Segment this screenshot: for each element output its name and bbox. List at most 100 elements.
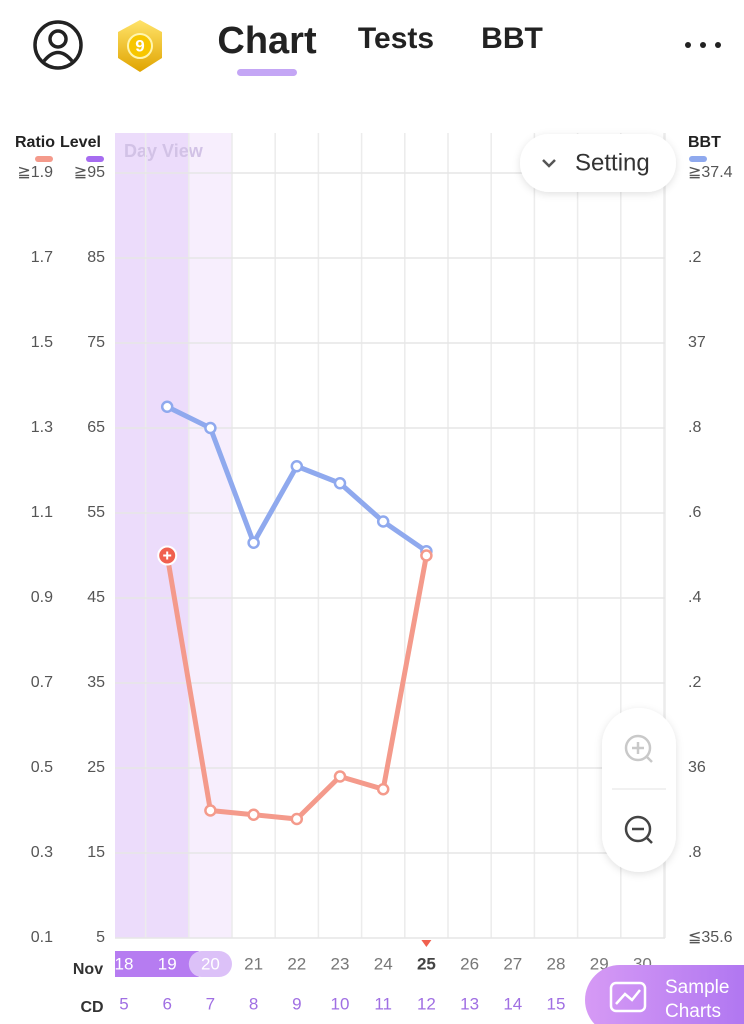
ratio-tick-label: 1.7: [31, 249, 53, 266]
level-tick-label: 5: [96, 929, 105, 946]
bbt-tick-label: .2: [688, 674, 701, 691]
date-label[interactable]: 25: [417, 954, 436, 973]
sample-charts-icon: [609, 981, 647, 1013]
level-tick-label: 55: [87, 504, 105, 521]
level-tick-label: 75: [87, 334, 105, 351]
date-label[interactable]: 20: [201, 954, 220, 973]
date-label[interactable]: 26: [460, 954, 479, 973]
cycle-day-label: 5: [119, 994, 128, 1013]
setting-button[interactable]: Setting: [520, 134, 676, 192]
cycle-day-label: 14: [503, 994, 522, 1013]
bbt-tick-label: .6: [688, 504, 701, 521]
sample-charts-label: Sample Charts: [665, 977, 729, 1022]
zoom-out-button[interactable]: [624, 815, 653, 844]
data-point: [376, 515, 390, 528]
bbt-tick-label: .8: [688, 419, 701, 436]
ratio-legend-swatch: [35, 156, 53, 162]
today-marker: [421, 940, 432, 947]
ratio-tick-label: 0.5: [31, 759, 53, 776]
ratio-tick-label: 0.3: [31, 844, 53, 861]
cycle-day-label: 15: [547, 994, 566, 1013]
more-menu[interactable]: [685, 42, 721, 48]
zoom-panel: [602, 708, 676, 872]
level-legend-swatch: [86, 156, 104, 162]
cycle-day-label: 8: [249, 994, 258, 1013]
cycle-day-label: 6: [162, 994, 171, 1013]
cycle-day-label: 10: [331, 994, 350, 1013]
data-point: [376, 783, 390, 796]
data-point: [290, 812, 304, 826]
bbt-tick-label: .4: [688, 589, 701, 606]
zoom-in-button[interactable]: [624, 734, 653, 763]
day-view-shade-light: [188, 133, 232, 938]
date-label[interactable]: 21: [244, 954, 263, 973]
data-point: [420, 549, 433, 562]
ratio-tick-label: 1.1: [31, 504, 53, 521]
day-view-label: Day View: [124, 141, 204, 161]
sample-charts-button[interactable]: Sample Charts: [585, 965, 744, 1024]
sample-charts-icon-line: [615, 989, 641, 1005]
active-tab-indicator: [237, 69, 297, 76]
setting-button-bg: [520, 134, 676, 192]
level-tick-label: 85: [87, 249, 105, 266]
sample-charts-bg: [585, 965, 744, 1024]
chevron-icon: [542, 159, 556, 168]
bbt-legend-swatch: [689, 156, 707, 162]
chart: Day View 0.1 0.3 0.5 0.7 0.9 1.1 1.3 1.5 1.7 ≧1.9 5…: [15, 133, 744, 1024]
data-point: [204, 804, 217, 817]
zoom-panel-bg: [602, 708, 676, 872]
bbt-tick-label: .8: [688, 844, 701, 861]
date-label[interactable]: 18: [115, 954, 134, 973]
data-point: [333, 770, 347, 783]
data-point: [204, 421, 217, 435]
cycle-day-label: 12: [417, 994, 436, 1013]
date-label[interactable]: 28: [547, 954, 566, 973]
level-tick-label: 35: [87, 674, 105, 691]
setting-label: Setting: [575, 149, 650, 176]
selected-days-pill: [115, 951, 199, 977]
data-point: [333, 477, 347, 490]
zoom-in-glyph: [632, 742, 653, 763]
selected-day-pill-light: [188, 951, 232, 977]
date-label[interactable]: 23: [331, 954, 350, 973]
peak-plus: [163, 551, 172, 560]
level-badge[interactable]: 9: [118, 20, 162, 72]
ratio-legend: Ratio: [15, 134, 55, 151]
zoom-in-icon: [624, 734, 652, 762]
date-label[interactable]: 22: [287, 954, 306, 973]
ratio-tick-label: 0.9: [31, 589, 53, 606]
zoom-out-glyph: [632, 827, 653, 844]
bbt-tick-label: ≦35.6: [688, 929, 733, 946]
ratio-tick-label: 0.1: [31, 929, 53, 946]
ratio-tick-label: 1.5: [31, 334, 53, 351]
bbt-tick-label: 37: [688, 334, 706, 351]
date-label[interactable]: 19: [158, 954, 177, 973]
cycle-day-label: 9: [292, 994, 301, 1013]
bbt-legend: BBT: [688, 134, 721, 151]
data-point: [247, 536, 260, 549]
day-view-shade: [115, 133, 189, 938]
level-tick-label: ≧95: [74, 164, 105, 181]
cycle-day-label: 11: [374, 994, 392, 1013]
data-point: [247, 808, 260, 821]
date-label[interactable]: 27: [503, 954, 522, 973]
data-point: [160, 400, 174, 413]
tab-bbt[interactable]: BBT: [481, 22, 543, 55]
bbt-tick-label: ≧37.4: [688, 164, 733, 181]
tab-tests[interactable]: Tests: [358, 22, 434, 55]
month-label: Nov: [73, 961, 103, 978]
profile-icon[interactable]: [33, 20, 83, 70]
data-point: [290, 460, 304, 473]
date-label[interactable]: 24: [374, 954, 393, 973]
cycle-day-label: 13: [460, 994, 479, 1013]
zoom-out-icon: [624, 815, 652, 843]
date-label[interactable]: 29: [590, 954, 609, 973]
level-tick-label: 15: [87, 844, 105, 861]
cd-label: CD: [80, 999, 103, 1016]
tab-chart[interactable]: Chart: [217, 20, 317, 62]
level-tick-label: 65: [87, 419, 105, 436]
ratio-tick-label: ≧1.9: [17, 164, 53, 181]
cycle-day-label: 7: [206, 994, 215, 1013]
badge-number: 9: [135, 36, 144, 55]
